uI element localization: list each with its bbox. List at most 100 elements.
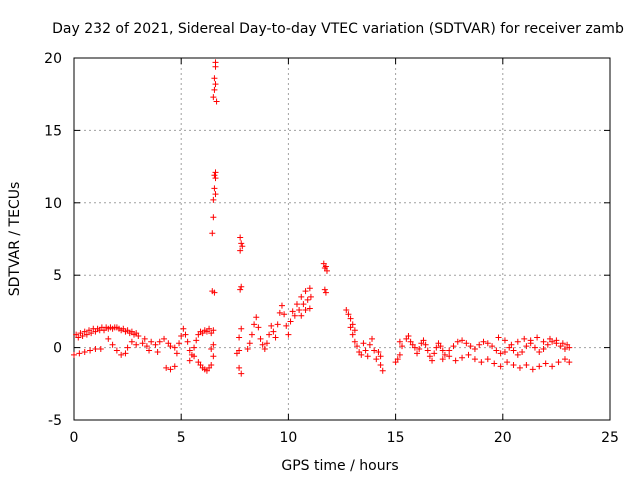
data-point [211, 289, 218, 296]
data-point [540, 346, 547, 353]
data-point [467, 343, 474, 350]
data-point [307, 293, 314, 300]
data-point [79, 333, 86, 340]
axis-ticks: 0 5 10 15 20 25 -5 0 5 10 15 20 [44, 51, 619, 446]
data-point [349, 331, 356, 338]
data-point [97, 346, 104, 353]
data-point [283, 322, 290, 329]
data-point [105, 335, 112, 342]
data-point [211, 86, 218, 93]
data-point [278, 302, 285, 309]
data-point [128, 338, 135, 345]
data-point [491, 360, 498, 367]
data-point [514, 338, 521, 345]
data-point [347, 324, 354, 331]
data-point [154, 348, 161, 355]
data-point [270, 328, 277, 335]
data-point [171, 344, 178, 351]
chart-title: Day 232 of 2021, Sidereal Day-to-day VTE… [52, 21, 624, 37]
data-point [358, 351, 365, 358]
data-point [351, 338, 358, 345]
data-point [274, 321, 281, 328]
data-point [81, 348, 88, 355]
data-point [523, 343, 530, 350]
data-point [454, 338, 461, 345]
data-point [176, 340, 183, 347]
data-point [133, 341, 140, 348]
data-point [493, 347, 500, 354]
data-point [244, 346, 251, 353]
data-point [351, 327, 358, 334]
data-point [206, 325, 213, 332]
data-point [291, 312, 298, 319]
y-tick-label: 0 [53, 341, 62, 357]
data-point [210, 341, 217, 348]
data-point [193, 337, 200, 344]
data-point [238, 283, 245, 290]
data-point [210, 196, 217, 203]
data-point [379, 367, 386, 374]
data-point [257, 335, 264, 342]
data-point [113, 347, 120, 354]
data-point [304, 296, 311, 303]
data-point [544, 341, 551, 348]
data-point [484, 340, 491, 347]
data-point [495, 334, 502, 341]
x-tick-label: 10 [279, 430, 297, 446]
data-point [343, 306, 350, 313]
data-point [480, 338, 487, 345]
data-point [251, 321, 258, 328]
x-tick-label: 5 [177, 430, 186, 446]
data-point [561, 346, 568, 353]
data-point [298, 312, 305, 319]
data-point [212, 81, 219, 88]
grid-lines [74, 58, 610, 420]
data-point [255, 324, 262, 331]
data-point [211, 75, 218, 82]
data-point [88, 330, 95, 337]
y-tick-label: -5 [48, 413, 62, 429]
data-point [497, 363, 504, 370]
data-point [191, 344, 198, 351]
data-point [484, 356, 491, 363]
data-point [139, 340, 146, 347]
data-point [213, 98, 220, 105]
data-point [83, 331, 90, 338]
data-point [239, 243, 246, 250]
data-point [399, 343, 406, 350]
data-point [285, 331, 292, 338]
data-point [426, 353, 433, 360]
data-point [167, 366, 174, 373]
data-point [306, 305, 313, 312]
data-point [471, 346, 478, 353]
data-point [429, 357, 436, 364]
data-point [377, 361, 384, 368]
data-point [146, 347, 153, 354]
data-point [323, 267, 330, 274]
data-point [564, 341, 571, 348]
data-point [478, 359, 485, 366]
data-point [431, 350, 438, 357]
data-point [208, 361, 215, 368]
data-point [510, 347, 517, 354]
y-tick-label: 15 [44, 123, 62, 139]
plot-frame [73, 57, 611, 421]
data-point [76, 350, 83, 357]
data-point [529, 366, 536, 373]
data-point [186, 357, 193, 364]
data-point [237, 247, 244, 254]
data-point [471, 356, 478, 363]
data-point [246, 340, 253, 347]
data-point [501, 337, 508, 344]
data-point [364, 353, 371, 360]
data-point [439, 356, 446, 363]
data-point [302, 288, 309, 295]
data-point [521, 335, 528, 342]
data-point [446, 353, 453, 360]
data-point [446, 347, 453, 354]
data-point [527, 337, 534, 344]
x-tick-label: 20 [494, 430, 512, 446]
data-point [163, 364, 170, 371]
data-point [293, 301, 300, 308]
